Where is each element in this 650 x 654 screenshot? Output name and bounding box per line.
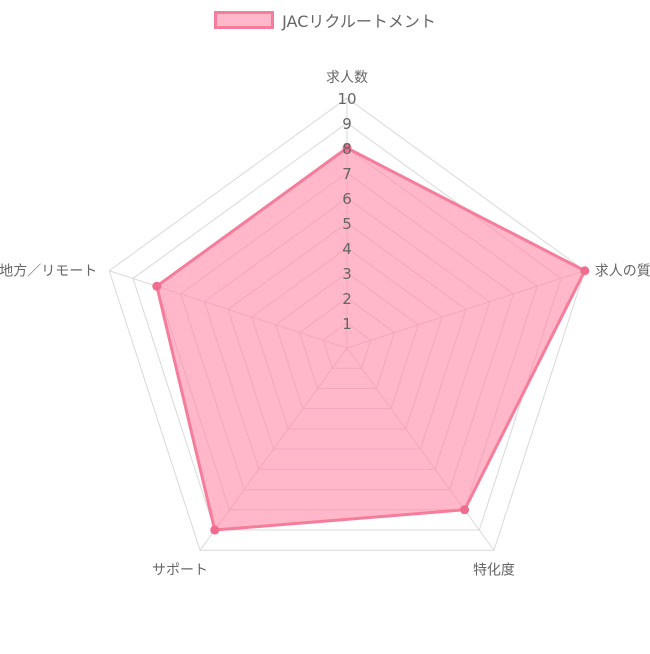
data-point-2 [460, 505, 470, 515]
tick-label-5: 5 [342, 215, 352, 233]
legend: JACリクルートメント [0, 8, 650, 32]
legend-swatch[interactable] [214, 11, 275, 29]
axis-label-3: サポート [152, 562, 208, 578]
series-area-0 [155, 146, 587, 532]
legend-label[interactable]: JACリクルートメント [282, 12, 436, 31]
axis-label-1: 求人の質 [595, 264, 650, 280]
axis-label-0: 求人数 [326, 70, 368, 86]
data-point-4 [152, 281, 162, 291]
tick-label-6: 6 [342, 190, 352, 208]
tick-label-9: 9 [342, 115, 352, 133]
tick-label-4: 4 [342, 240, 352, 258]
tick-label-1: 1 [342, 315, 352, 333]
tick-label-7: 7 [342, 165, 352, 183]
tick-label-10: 10 [337, 90, 356, 108]
data-point-3 [210, 525, 220, 535]
data-point-0 [342, 143, 352, 153]
data-point-1 [580, 266, 590, 276]
tick-label-3: 3 [342, 265, 352, 283]
axis-label-2: 特化度 [473, 562, 515, 578]
tick-label-2: 2 [342, 290, 352, 308]
tick-label-8: 8 [342, 140, 352, 158]
axis-label-4: 地方／リモート [0, 264, 97, 280]
grid-ring-10 [108, 97, 586, 551]
